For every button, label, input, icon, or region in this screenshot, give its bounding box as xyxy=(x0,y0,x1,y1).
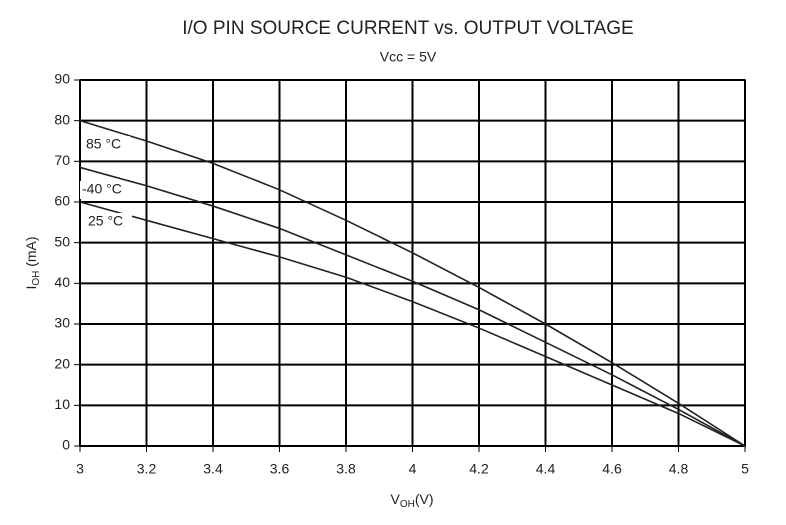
x-label-unit: (V) xyxy=(415,491,434,507)
y-tick-label: 40 xyxy=(54,274,70,290)
plot-frame xyxy=(79,79,746,447)
y-label-main: I xyxy=(23,286,39,290)
x-tick-label: 3.4 xyxy=(203,461,223,477)
series-line xyxy=(79,119,746,447)
y-tick-label: 90 xyxy=(54,71,70,87)
y-tick-label: 10 xyxy=(54,396,70,412)
x-label-sub: OH xyxy=(400,499,415,510)
x-tick-label: 4.8 xyxy=(669,461,689,477)
series-line xyxy=(79,201,746,447)
x-axis-label: VOH(V) xyxy=(390,491,433,510)
series-label-bg xyxy=(80,181,126,199)
y-label-sub: OH xyxy=(31,271,42,286)
series-label: 85 °C xyxy=(86,136,121,152)
series-line xyxy=(79,166,746,447)
series-label: 25 °C xyxy=(88,213,123,229)
chart-subtitle: Vcc = 5V xyxy=(380,49,437,65)
x-tick-label: 5 xyxy=(741,461,749,477)
y-tick-label: 30 xyxy=(54,315,70,331)
y-tick-label: 80 xyxy=(54,111,70,127)
y-tick-label: 70 xyxy=(54,152,70,168)
x-tick-label: 3.8 xyxy=(336,461,356,477)
x-tick-label: 3 xyxy=(76,461,84,477)
x-tick-label: 4.2 xyxy=(469,461,489,477)
chart-title: I/O PIN SOURCE CURRENT vs. OUTPUT VOLTAG… xyxy=(182,18,633,39)
series-label-bg xyxy=(86,213,132,231)
series-label-bg xyxy=(84,136,130,154)
y-tick-label: 60 xyxy=(54,193,70,209)
x-tick-label: 3.2 xyxy=(137,461,157,477)
x-tick-label: 3.6 xyxy=(270,461,290,477)
x-label-main: V xyxy=(390,491,400,507)
y-tick-label: 0 xyxy=(62,437,70,453)
series-label: -40 °C xyxy=(82,181,122,197)
y-tick-label: 20 xyxy=(54,355,70,371)
x-tick-label: 4.4 xyxy=(536,461,556,477)
x-tick-label: 4.6 xyxy=(602,461,622,477)
y-tick-label: 50 xyxy=(54,233,70,249)
x-tick-label: 4 xyxy=(409,461,417,477)
y-axis-label: IOH (mA) xyxy=(23,236,42,289)
y-label-unit: (mA) xyxy=(23,236,39,270)
